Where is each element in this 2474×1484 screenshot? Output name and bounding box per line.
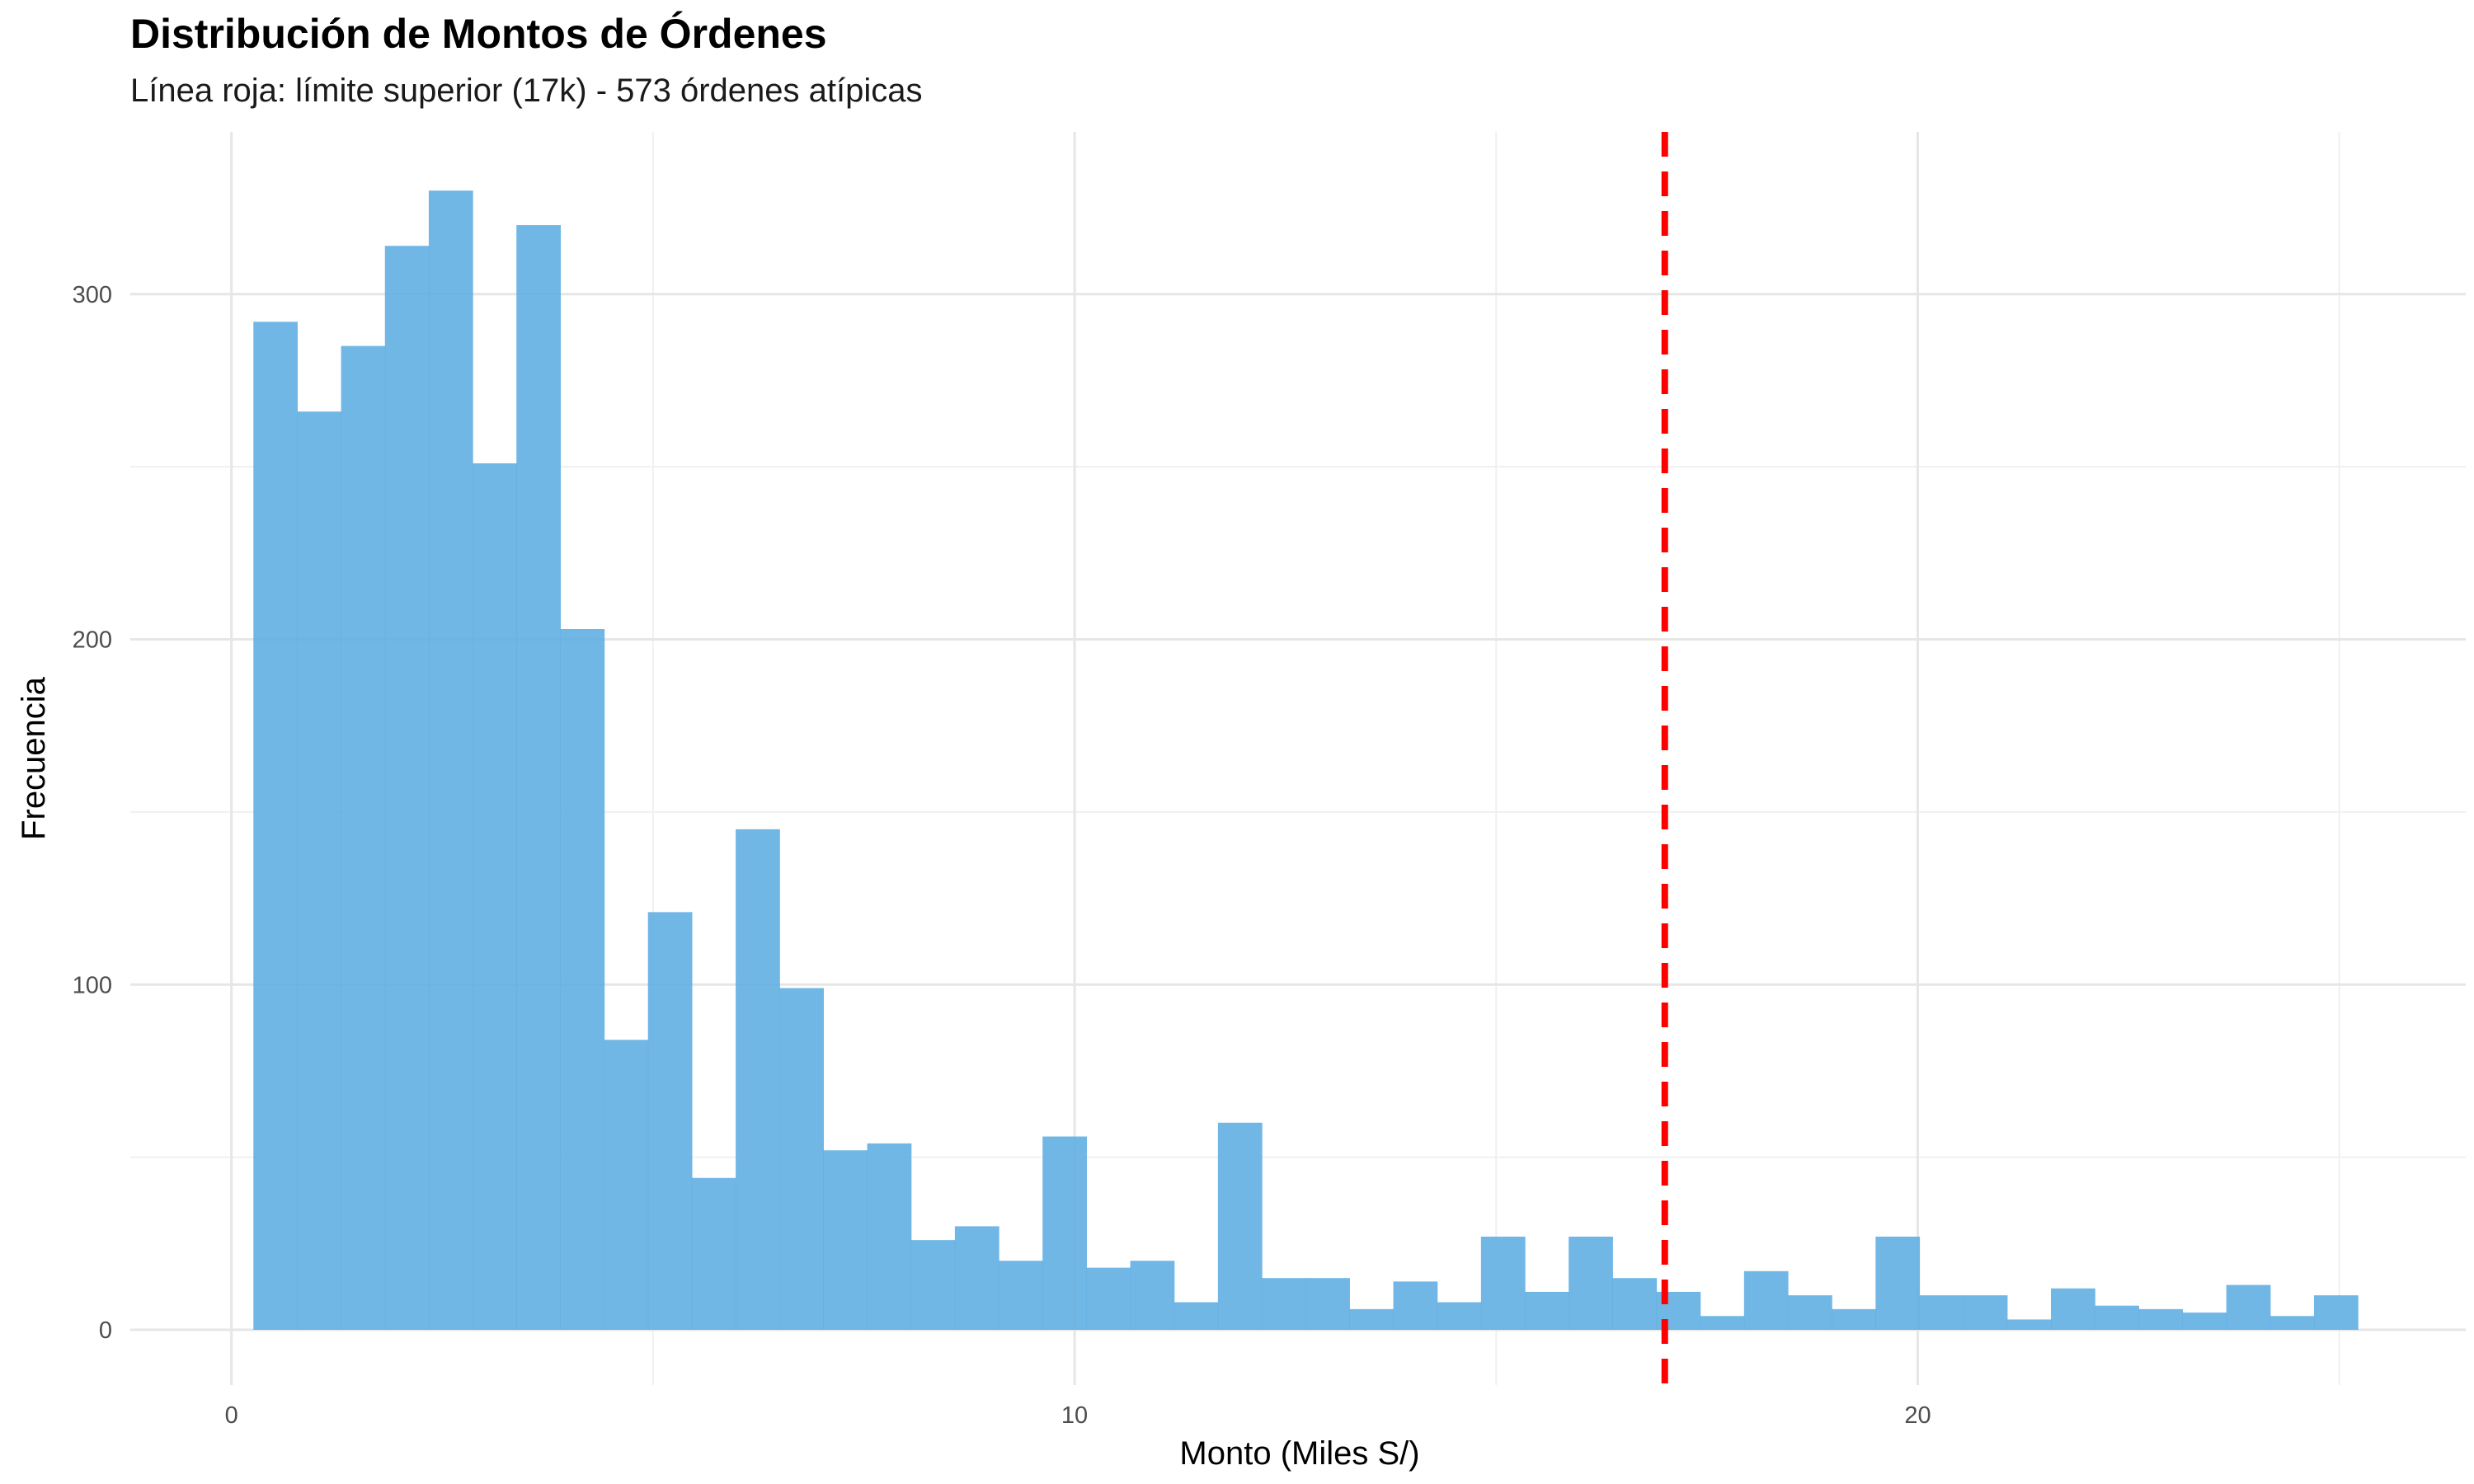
y-tick-label: 200 (73, 627, 112, 654)
histogram-bar (1963, 1295, 2008, 1331)
histogram-bar (1525, 1291, 1569, 1331)
histogram-bar (1569, 1236, 1613, 1331)
histogram-bar (2313, 1295, 2359, 1331)
y-tick-label: 300 (73, 282, 112, 308)
histogram-bar (297, 411, 342, 1331)
histogram-bar (516, 225, 562, 1331)
histogram-bar (999, 1261, 1043, 1331)
histogram-bar (1349, 1308, 1395, 1331)
histogram-bar (1174, 1302, 1219, 1331)
x-axis-title: Monto (Miles S/) (1179, 1435, 1419, 1472)
histogram-bar (1305, 1278, 1350, 1331)
x-tick-label: 0 (225, 1402, 238, 1429)
histogram-bar (1788, 1295, 1832, 1331)
histogram-bar (2006, 1319, 2052, 1331)
chart-subtitle: Línea roja: límite superior (17k) - 573 … (130, 73, 923, 109)
histogram-bar (823, 1150, 868, 1331)
histogram-bar (867, 1143, 912, 1331)
histogram-bar (560, 628, 605, 1331)
histogram-bar (2138, 1308, 2184, 1331)
y-axis-title: Frecuencia (16, 676, 52, 840)
histogram-bar (1393, 1281, 1438, 1331)
histogram-bar (736, 829, 780, 1331)
histogram-bar (428, 190, 473, 1331)
y-tick-label: 0 (99, 1317, 112, 1344)
histogram-bar (2182, 1313, 2227, 1331)
x-axis-ticks: 0 10 20 (225, 1402, 1931, 1429)
histogram-bar (1086, 1267, 1131, 1331)
histogram-bar (1832, 1308, 1876, 1331)
y-tick-label: 100 (73, 972, 112, 998)
histogram-bar (473, 463, 517, 1331)
histogram-bar (779, 988, 824, 1331)
histogram-bar (910, 1240, 956, 1331)
histogram-bar (1700, 1316, 1745, 1331)
chart-title: Distribución de Montos de Órdenes (130, 11, 827, 57)
histogram-bar (647, 912, 693, 1331)
histogram-bar (1919, 1295, 1964, 1331)
x-tick-label: 10 (1061, 1402, 1088, 1429)
histogram-bar (1130, 1261, 1175, 1331)
histogram-bar (341, 345, 386, 1331)
histogram-bar (1480, 1236, 1526, 1331)
histogram-bar (2050, 1288, 2095, 1331)
histogram-bar (1262, 1278, 1306, 1331)
histogram-bar (253, 322, 299, 1331)
histogram-bar (954, 1226, 999, 1331)
histogram-bar (604, 1040, 649, 1331)
histogram-bar (2269, 1316, 2315, 1331)
histogram-bar (2226, 1284, 2271, 1331)
histogram-bar (1875, 1236, 1921, 1331)
histogram-bar (1743, 1270, 1789, 1331)
histogram-bar (384, 246, 430, 1331)
histogram-bar (691, 1177, 736, 1331)
histogram-bar (2095, 1305, 2139, 1331)
histogram-bar (1217, 1122, 1263, 1331)
histogram-bar (1612, 1278, 1658, 1331)
y-axis-ticks: 0 100 200 300 (73, 282, 112, 1344)
histogram-bars (253, 190, 2359, 1331)
histogram-bar (1437, 1302, 1482, 1331)
histogram-bar (1042, 1136, 1087, 1331)
x-tick-label: 20 (1904, 1402, 1931, 1429)
